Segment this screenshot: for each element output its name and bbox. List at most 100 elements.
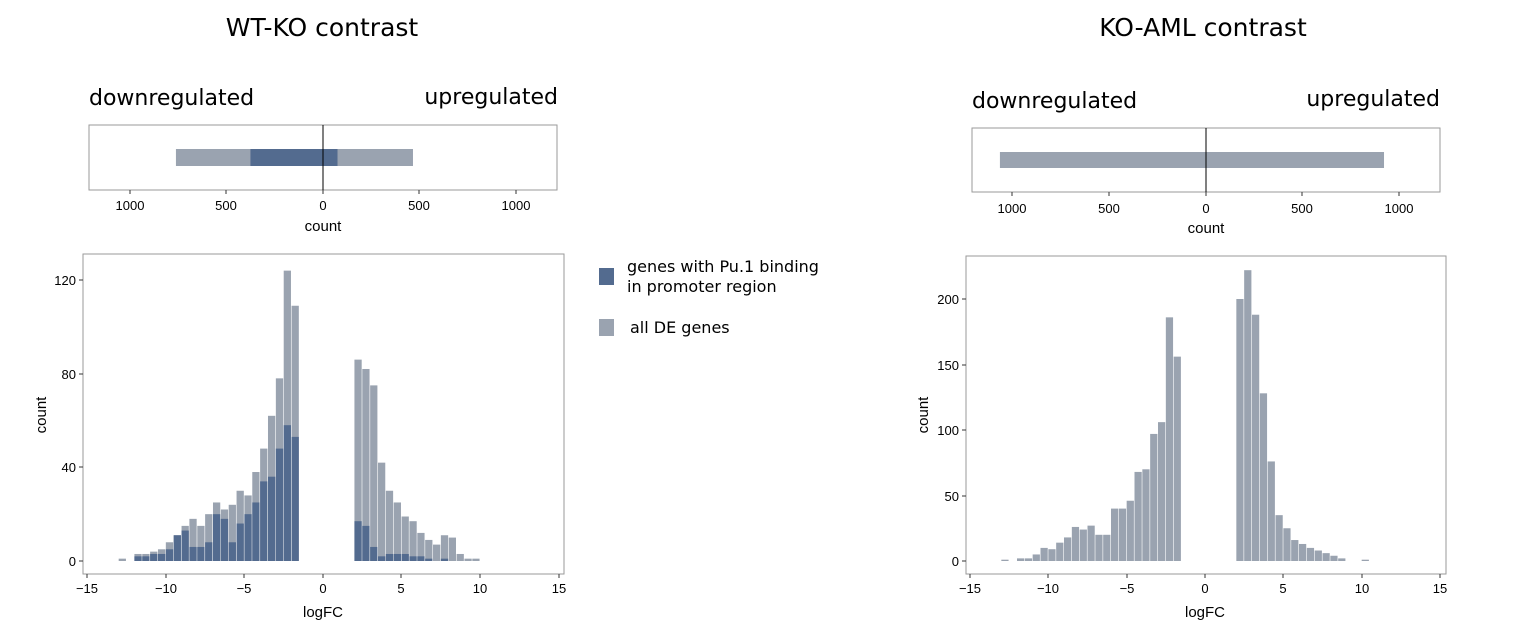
y-tick-label: 40 — [62, 460, 76, 475]
x-tick-label: −10 — [155, 581, 177, 596]
histogram-bar-all-de — [401, 516, 409, 561]
panel-title: WT-KO contrast — [226, 13, 419, 42]
bar-down-all-de — [999, 152, 1206, 168]
x-tick-label: 0 — [1201, 581, 1208, 596]
y-axis-label: count — [915, 396, 932, 434]
histogram-bar-pu1 — [291, 436, 299, 561]
histogram-bar-pu1 — [378, 556, 386, 561]
histogram-bar-all-de — [1024, 558, 1033, 561]
legend-label-all-de: all DE genes — [630, 318, 730, 337]
histogram-bar-all-de — [118, 558, 126, 561]
histogram-bar-pu1 — [244, 514, 252, 561]
histogram-bar-all-de — [205, 514, 213, 561]
histogram-bar-pu1 — [401, 553, 409, 561]
histogram-bar-all-de — [1165, 317, 1174, 561]
histogram-bar-all-de — [1111, 508, 1119, 561]
x-tick-label: 0 — [1202, 201, 1209, 216]
histogram-bar-all-de — [1087, 525, 1095, 561]
upregulated-label: upregulated — [1306, 87, 1440, 112]
histogram-bar-all-de — [1032, 554, 1040, 561]
histogram-bar-all-de — [1267, 461, 1275, 561]
x-axis-label: count — [1188, 220, 1226, 237]
histogram-bar-pu1 — [205, 542, 213, 561]
upregulated-label: upregulated — [424, 85, 558, 110]
x-tick-label: 500 — [1098, 201, 1120, 216]
histogram-bar-all-de — [1252, 314, 1260, 561]
histogram-bar-all-de — [228, 504, 236, 561]
histogram-bar-all-de — [1299, 543, 1307, 561]
legend-label-pu1-line2: in promoter region — [627, 277, 777, 296]
histogram-bar-all-de — [291, 305, 299, 561]
histogram-bar-all-de — [1283, 528, 1291, 561]
histogram-plot-frame — [965, 255, 1447, 575]
x-tick-label: −5 — [1120, 581, 1135, 596]
x-tick-label: 5 — [397, 581, 404, 596]
histogram-bar-all-de — [1291, 540, 1299, 561]
histogram-bar-all-de — [1001, 559, 1009, 561]
histogram-bar-pu1 — [197, 546, 205, 561]
y-tick-label: 50 — [945, 489, 959, 504]
histogram-bar-all-de — [1079, 529, 1087, 561]
histogram-plot-frame — [82, 253, 565, 575]
histogram-bar-all-de — [456, 553, 464, 561]
histogram-bar-all-de — [1134, 471, 1142, 561]
x-tick-label: 1000 — [116, 198, 145, 213]
bar-up-pu1 — [323, 149, 338, 166]
histogram-bar-pu1 — [283, 425, 291, 561]
histogram-bar-all-de — [409, 521, 417, 561]
histogram-bar-pu1 — [189, 546, 197, 561]
histogram-bar-all-de — [1064, 537, 1072, 561]
x-tick-label: 1000 — [1385, 201, 1414, 216]
histogram-bar-all-de — [1158, 422, 1166, 561]
histogram-bar-all-de — [1095, 534, 1103, 561]
histogram-bar-all-de — [393, 502, 401, 561]
histogram-bar-pu1 — [236, 523, 244, 561]
histogram-bar-all-de — [1236, 299, 1244, 561]
histogram-bar-all-de — [1338, 558, 1346, 561]
histogram-bar-pu1 — [212, 514, 221, 561]
histogram-bar-all-de — [425, 539, 433, 561]
y-tick-label: 100 — [937, 423, 959, 438]
x-tick-label: 500 — [408, 198, 430, 213]
histogram-bar-pu1 — [425, 558, 433, 561]
histogram-bar-all-de — [1126, 500, 1134, 561]
histogram-bar-all-de — [464, 558, 472, 561]
histogram-bar-all-de — [1259, 393, 1268, 561]
summary-bar-chart: 1000 500 0 500 1000 count — [971, 127, 1441, 237]
histogram-bar-pu1 — [157, 553, 166, 561]
histogram-bar-all-de — [362, 368, 370, 561]
histogram-bars-all-de — [1001, 270, 1369, 561]
histogram-bar-all-de — [1142, 469, 1150, 561]
histogram-bar-all-de — [1056, 542, 1064, 561]
x-tick-label: −10 — [1037, 581, 1059, 596]
histogram-bar-all-de — [1330, 555, 1338, 561]
histogram-bar-pu1 — [252, 502, 260, 561]
histogram-bar-all-de — [433, 544, 441, 561]
bar-up-all-de — [1206, 152, 1385, 168]
histogram-bar-all-de — [1361, 559, 1369, 561]
legend-key-pu1 — [599, 268, 614, 285]
x-tick-label: −15 — [959, 581, 981, 596]
histogram-bar-all-de — [1314, 550, 1322, 561]
x-axis-label: count — [305, 218, 343, 235]
y-tick-label: 200 — [937, 292, 959, 307]
histogram-y-axis: 0 50 100 150 200 count — [915, 292, 966, 569]
y-tick-label: 0 — [69, 554, 76, 569]
histogram-bar-pu1 — [142, 556, 150, 561]
panel-ko-aml: KO-AML contrast downregulated upregulate… — [915, 13, 1447, 621]
histogram-bar-all-de — [1103, 534, 1111, 561]
x-axis-label: logFC — [303, 604, 343, 621]
y-tick-label: 150 — [937, 358, 959, 373]
x-tick-label: 500 — [215, 198, 237, 213]
histogram-bar-all-de — [1306, 547, 1315, 561]
histogram-bar-pu1 — [150, 553, 158, 561]
x-tick-label: 15 — [552, 581, 566, 596]
histogram-bar-all-de — [197, 525, 205, 561]
legend-label-pu1-line1: genes with Pu.1 binding — [627, 257, 819, 276]
histogram-bar-all-de — [417, 532, 425, 561]
bar-down-pu1 — [250, 149, 323, 166]
x-tick-label: 0 — [319, 581, 326, 596]
histogram-bar-all-de — [1275, 515, 1283, 561]
histogram-bar-all-de — [440, 535, 449, 561]
